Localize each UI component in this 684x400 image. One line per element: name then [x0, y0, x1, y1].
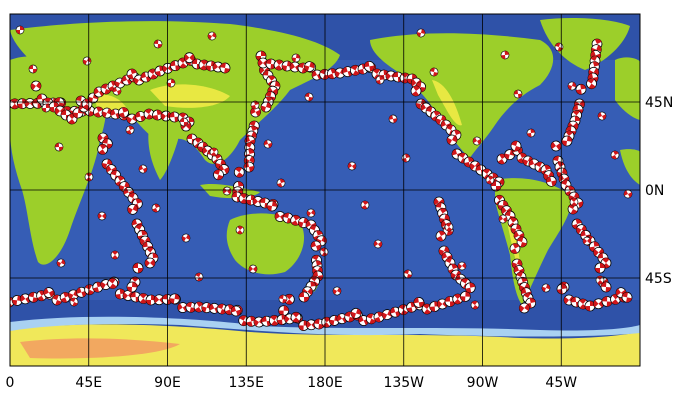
longitude-tick-label: 90W	[467, 375, 499, 391]
british-isles	[627, 97, 635, 109]
longitude-tick-labels: 0 45E 90E 135E 180E 135W 90W 45W	[6, 375, 578, 391]
longitude-tick-label: 45W	[545, 375, 577, 391]
earthquake-marker	[132, 262, 144, 274]
earthquake-marker	[15, 25, 25, 35]
rocky-mountains	[432, 80, 462, 126]
india-landmass	[148, 119, 179, 180]
west-africa-edge	[620, 149, 640, 185]
latitude-tick-label: 0N	[645, 183, 664, 199]
earthquake-marker	[28, 64, 38, 74]
earthquake-marker	[166, 78, 176, 88]
earthquake-marker	[179, 117, 189, 127]
earthquake-marker	[41, 103, 51, 113]
south-america-landmass	[495, 178, 571, 305]
earthquake-marker	[54, 142, 64, 152]
longitude-tick-label: 135W	[383, 375, 424, 391]
earthquake-marker	[594, 262, 606, 274]
longitude-tick-label: 90E	[154, 375, 181, 391]
earthquake-marker	[153, 39, 163, 49]
longitude-tick-label: 45E	[75, 375, 102, 391]
longitude-tick-label: 180E	[307, 375, 343, 391]
earthquake-marker	[126, 281, 138, 293]
antarctica-plateau	[20, 338, 180, 359]
latitude-tick-label: 45S	[645, 271, 672, 287]
north-america-landmass	[370, 33, 554, 158]
map-frame	[9, 13, 641, 367]
greenland-landmass	[540, 18, 630, 70]
graticule-grid	[10, 14, 640, 366]
longitude-tick-label: 135E	[228, 375, 264, 391]
earthquake-marker	[500, 50, 510, 60]
latitude-tick-label: 45N	[645, 95, 673, 111]
latitude-tick-labels: 45N 0N 45S	[645, 95, 673, 287]
longitude-tick-label: 0	[6, 375, 15, 391]
earthquake-marker	[298, 291, 310, 303]
